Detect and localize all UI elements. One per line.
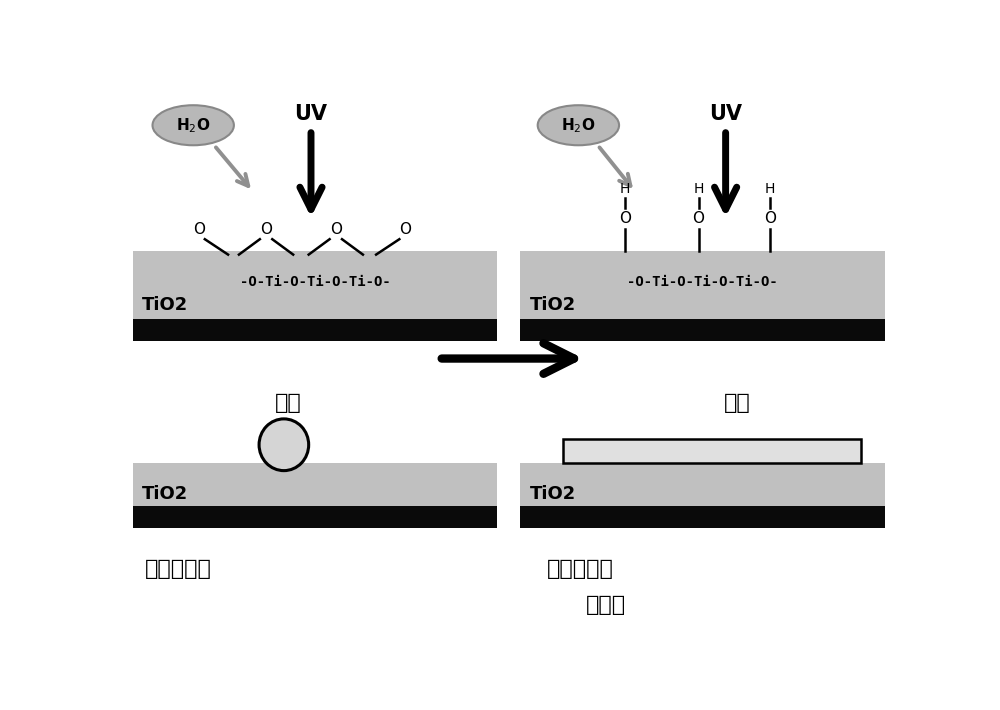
FancyBboxPatch shape (133, 506, 497, 528)
FancyBboxPatch shape (520, 506, 885, 528)
Text: H: H (765, 182, 775, 196)
Text: O: O (330, 222, 342, 237)
Text: UV: UV (709, 104, 742, 124)
Text: TiO2: TiO2 (142, 296, 188, 314)
FancyBboxPatch shape (563, 439, 861, 462)
Text: -O-Ti-O-Ti-O-Ti-O-: -O-Ti-O-Ti-O-Ti-O- (627, 275, 778, 288)
Text: 复合膜: 复合膜 (586, 595, 626, 615)
Text: O: O (619, 211, 631, 226)
Text: 憎水性表面: 憎水性表面 (144, 559, 211, 579)
Text: H$_2$O: H$_2$O (561, 116, 596, 135)
FancyBboxPatch shape (520, 320, 885, 341)
Text: 亲水性表面: 亲水性表面 (547, 559, 614, 579)
FancyBboxPatch shape (133, 251, 497, 320)
Text: 液膜: 液膜 (724, 393, 751, 413)
Text: -O-Ti-O-Ti-O-Ti-O-: -O-Ti-O-Ti-O-Ti-O- (240, 275, 390, 288)
Text: O: O (764, 211, 776, 226)
Text: H: H (620, 182, 630, 196)
Text: UV: UV (294, 104, 328, 124)
Text: 水滴: 水滴 (274, 393, 301, 413)
FancyBboxPatch shape (133, 462, 497, 507)
Text: H$_2$O: H$_2$O (176, 116, 210, 135)
Text: TiO2: TiO2 (530, 484, 576, 503)
Text: TiO2: TiO2 (530, 296, 576, 314)
FancyBboxPatch shape (520, 251, 885, 320)
Text: O: O (692, 211, 704, 226)
Text: O: O (260, 222, 272, 237)
FancyBboxPatch shape (133, 320, 497, 341)
FancyBboxPatch shape (520, 462, 885, 507)
Ellipse shape (259, 419, 309, 471)
Ellipse shape (538, 105, 619, 146)
Text: H: H (693, 182, 704, 196)
Text: O: O (193, 222, 205, 237)
Text: TiO2: TiO2 (142, 484, 188, 503)
Text: O: O (400, 222, 412, 237)
Ellipse shape (153, 105, 234, 146)
